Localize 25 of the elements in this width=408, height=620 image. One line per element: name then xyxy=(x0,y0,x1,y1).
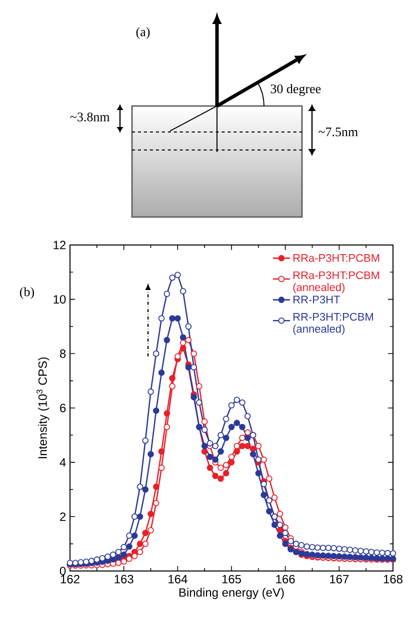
x-tick-label: 168 xyxy=(384,574,402,584)
y-tick-label: 4 xyxy=(60,458,66,466)
legend-label: RRa-P3HT:PCBM (annealed) xyxy=(293,271,380,294)
x-tick-label: 167 xyxy=(330,574,349,584)
x-tick-label: 165 xyxy=(222,574,242,584)
text: (a) xyxy=(136,27,150,39)
y-tick-label: 10 xyxy=(54,295,66,304)
y-tick-label: 0 xyxy=(60,566,66,576)
x-tick-label: 163 xyxy=(114,574,134,584)
y-axis-title: Intensity (10$^{3}$ CPS) xyxy=(36,357,50,458)
y-tick-label: 2 xyxy=(60,512,66,521)
x-tick-label: 166 xyxy=(276,574,295,584)
legend-label: RR-P3HT:PCBM (annealed) xyxy=(293,312,373,335)
x-tick-label: 164 xyxy=(168,574,188,584)
text: 30 degree xyxy=(270,84,321,96)
x-tick-label: 162 xyxy=(60,574,80,584)
x-axis-title: Binding energy (eV) xyxy=(179,588,284,600)
legend-label: RRa-P3HT:PCBM xyxy=(293,254,380,262)
text: ~7.5nm xyxy=(318,128,358,136)
y-tick-label: 8 xyxy=(60,349,66,358)
y-tick-label: 6 xyxy=(60,404,66,412)
legend-label: RR-P3HT xyxy=(293,296,340,304)
y-tick-label: 12 xyxy=(54,240,66,250)
text: ~3.8nm xyxy=(70,112,110,122)
text: (b) xyxy=(20,287,34,299)
